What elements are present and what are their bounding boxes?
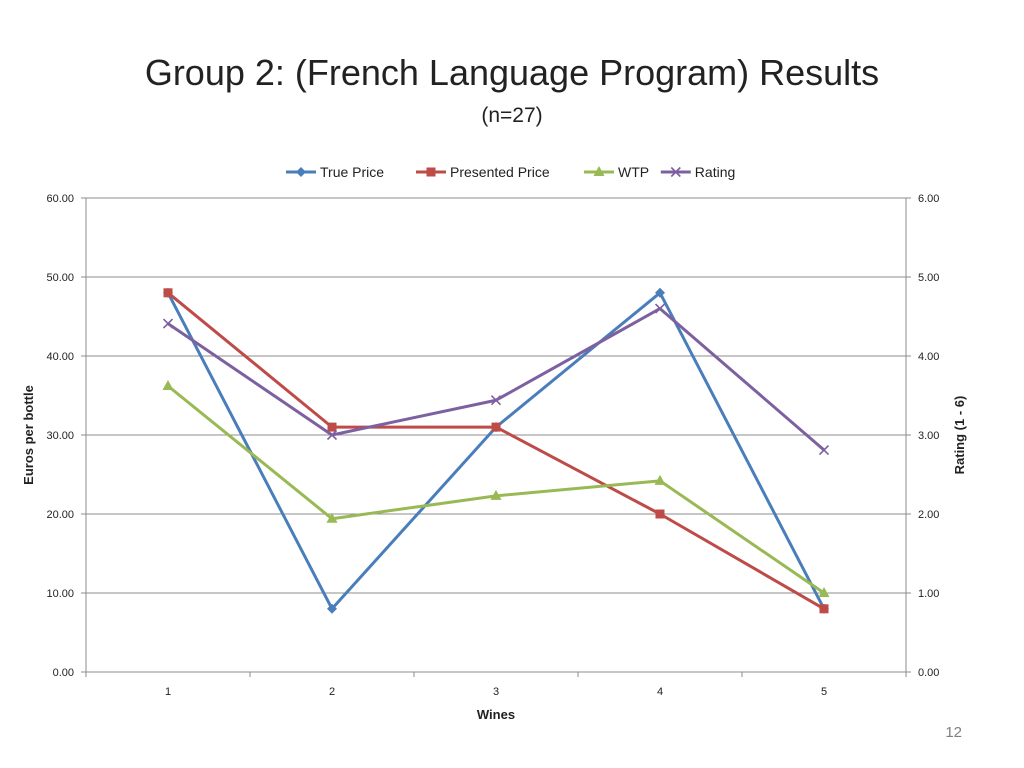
y2-tick-label: 6.00: [918, 193, 939, 205]
legend-label-rating: Rating: [695, 164, 735, 180]
y-tick-label: 30.00: [46, 430, 74, 442]
y2-tick-label: 3.00: [918, 430, 939, 442]
data-point-wtp: [654, 474, 666, 485]
slide-subtitle: (n=27): [481, 104, 543, 127]
series-line-true-price: [166, 291, 826, 611]
x-tick-label: 1: [165, 686, 171, 698]
data-point-presented-price: [327, 422, 337, 432]
data-point-rating: [162, 318, 174, 329]
series-line-presented-price: [167, 291, 825, 611]
data-point-rating: [490, 395, 502, 406]
data-point-rating: [654, 303, 666, 314]
legend-marker-wtp: [593, 166, 605, 176]
legend-label-wtp: WTP: [618, 164, 649, 180]
data-point-wtp: [326, 512, 338, 523]
data-point-rating: [818, 444, 830, 456]
y2-axis-title: Rating (1 - 6): [952, 396, 967, 475]
x-tick-label: 2: [329, 686, 335, 698]
x-tick-label: 5: [821, 686, 827, 698]
y2-tick-label: 0.00: [918, 667, 939, 679]
data-point-presented-price: [819, 604, 829, 614]
legend-marker-rating: [670, 166, 681, 178]
y2-tick-label: 5.00: [918, 272, 939, 284]
y-tick-label: 60.00: [46, 193, 74, 205]
y-tick-label: 20.00: [46, 509, 74, 521]
data-point-wtp: [162, 380, 174, 391]
y-tick-label: 10.00: [46, 588, 74, 600]
x-tick-label: 4: [657, 686, 663, 698]
data-point-wtp: [818, 587, 830, 597]
page-number: 12: [945, 724, 962, 741]
y-tick-label: 50.00: [46, 272, 74, 284]
y2-tick-label: 1.00: [918, 588, 939, 600]
data-point-true-price: [655, 287, 665, 298]
x-tick-label: 3: [493, 686, 499, 698]
x-axis-title: Wines: [477, 707, 515, 722]
y-tick-label: 40.00: [46, 351, 74, 363]
y2-tick-label: 2.00: [918, 509, 939, 521]
data-point-presented-price: [163, 288, 173, 298]
legend-label-presented-price: Presented Price: [450, 164, 550, 180]
y2-tick-label: 4.00: [918, 351, 939, 363]
data-point-wtp: [490, 489, 502, 500]
y-axis-title: Euros per bottle: [21, 385, 36, 485]
data-point-rating: [326, 429, 338, 441]
slide-title: Group 2: (French Language Program) Resul…: [144, 52, 880, 93]
data-point-presented-price: [491, 422, 501, 432]
y-tick-label: 0.00: [53, 667, 74, 679]
legend-label-true-price: True Price: [320, 164, 384, 180]
data-point-presented-price: [655, 509, 665, 519]
data-point-true-price: [327, 603, 337, 614]
legend-marker-presented-price: [426, 167, 436, 177]
legend-marker-true-price: [296, 167, 306, 177]
